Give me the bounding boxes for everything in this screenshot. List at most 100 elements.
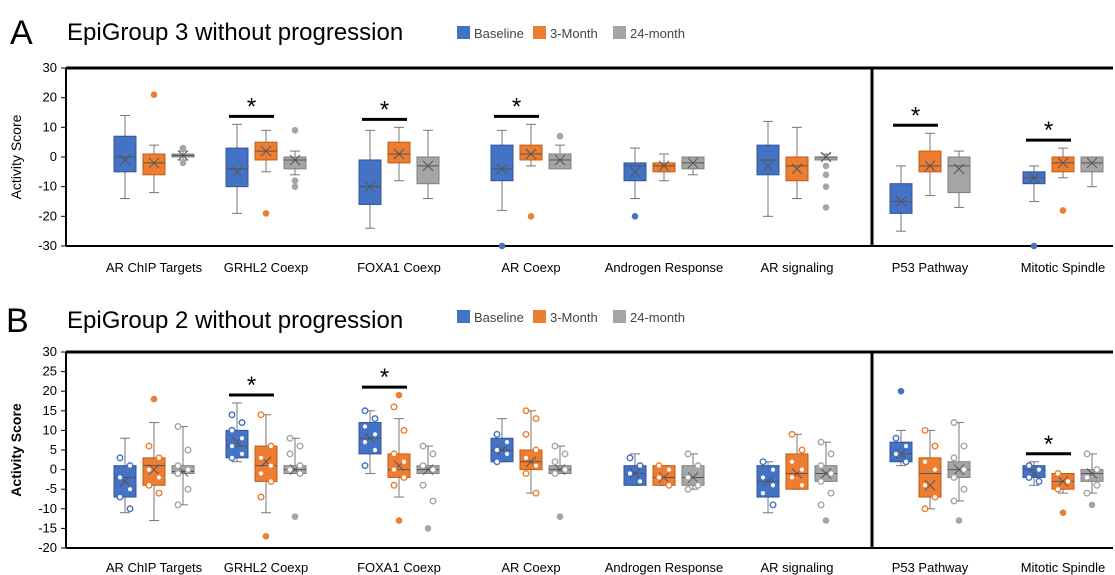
panel-b-baseline-p53-pathway-mean-marker bbox=[895, 448, 907, 460]
panel-a-24-month-p53-pathway-mean-marker bbox=[953, 163, 965, 175]
panel-a-baseline-foxa1-coexp-box bbox=[358, 159, 382, 205]
panel-a-ytick-label: -20 bbox=[38, 208, 57, 223]
panel-a-baseline-ar-chip-targets-mean-marker bbox=[119, 154, 131, 166]
panel-a-ytick-label: 20 bbox=[43, 90, 57, 105]
legend-b-baseline-label: Baseline bbox=[474, 310, 524, 325]
panel-a-24-month-p53-pathway-box bbox=[947, 156, 971, 194]
panel-a-24-month-grhl2-coexp-box bbox=[283, 156, 307, 170]
panel-b-24-month-mitotic-spindle-point bbox=[1083, 489, 1091, 497]
panel-b-24-month-ar-coexp-point bbox=[561, 450, 569, 458]
panel-a-baseline-ar-chip-targets-box bbox=[113, 135, 137, 173]
panel-b-24-month-ar-signaling-point bbox=[817, 462, 825, 470]
panel-b-24-month-ar-coexp-point bbox=[551, 458, 559, 466]
panel-b-ytick-label: 15 bbox=[43, 403, 57, 418]
panel-b-ytick-label: 30 bbox=[43, 344, 57, 359]
panel-b-baseline-grhl2-coexp-point bbox=[228, 454, 236, 462]
panel-b-3-month-androgen-response-point bbox=[665, 466, 673, 474]
panel-b-baseline-mitotic-spindle-point bbox=[1025, 462, 1033, 470]
panel-a-category-label-grhl2-coexp: GRHL2 Coexp bbox=[224, 260, 309, 275]
panel-b-24-month-p53-pathway-point bbox=[960, 485, 968, 493]
panel-b-24-month-ar-signaling-point bbox=[817, 501, 825, 509]
panel-a-3-month-p53-pathway-mean-marker bbox=[924, 160, 936, 172]
panel-b-3-month-foxa1-coexp-point bbox=[390, 481, 398, 489]
panel-b-24-month-p53-pathway-point bbox=[950, 454, 958, 462]
panel-a-24-month-androgen-response-mean-marker bbox=[687, 157, 699, 169]
panel-a-24-month-grhl2-coexp-outlier bbox=[291, 127, 299, 134]
panel-b-24-month-mitotic-spindle-point bbox=[1083, 473, 1091, 481]
panel-b-category-label-foxa1-coexp: FOXA1 Coexp bbox=[357, 560, 441, 575]
panel-b-24-month-mitotic-spindle-outlier bbox=[1088, 501, 1096, 509]
panel-b-24-month-p53-pathway-point bbox=[960, 466, 968, 474]
panel-b-baseline-p53-pathway-point bbox=[892, 434, 900, 442]
panel-b-baseline-foxa1-coexp-point bbox=[361, 407, 369, 415]
panel-b-baseline-mitotic-spindle-point bbox=[1035, 477, 1043, 485]
panel-b-24-month-ar-chip-targets-point bbox=[184, 466, 192, 474]
panel-b-3-month-foxa1-coexp-point bbox=[400, 426, 408, 434]
panel-b-3-month-ar-coexp-point bbox=[532, 489, 540, 497]
panel-a-baseline-androgen-response-mean-marker bbox=[629, 166, 641, 178]
panel-a-3-month-ar-chip-targets-box bbox=[142, 153, 166, 176]
panel-b-3-month-grhl2-coexp-point bbox=[257, 493, 265, 501]
panel-b-baseline-ar-signaling-point bbox=[769, 481, 777, 489]
panel-b-3-month-grhl2-coexp-point bbox=[257, 411, 265, 419]
panel-b-24-month-foxa1-coexp-mean-marker bbox=[422, 464, 434, 475]
panel-b-category-label-ar-signaling: AR signaling bbox=[761, 560, 834, 575]
panel-b-baseline-foxa1-coexp-point bbox=[371, 446, 379, 454]
panel-a-24-month-ar-signaling-outlier bbox=[822, 183, 830, 190]
panel-a-ytick-label: 30 bbox=[43, 60, 57, 75]
panel-b-3-month-ar-signaling-point bbox=[798, 481, 806, 489]
panel-b-3-month-ar-coexp-point bbox=[532, 462, 540, 470]
panel-a-24-month-ar-signaling-outlier bbox=[822, 171, 830, 179]
panel-b-3-month-grhl2-coexp-mean-marker bbox=[260, 456, 272, 468]
panel-b-significance-star-mitotic-spindle: * bbox=[1044, 431, 1053, 458]
panel-a-24-month-grhl2-coexp-outlier bbox=[291, 183, 299, 190]
panel-b-3-month-foxa1-coexp-point bbox=[390, 450, 398, 458]
panel-b-24-month-ar-signaling-point bbox=[827, 489, 835, 497]
panel-b-plot: 30 25 20 15 10 5 0 -5 -10 -15 -20 AR ChIP Targets GR… bbox=[38, 344, 1113, 575]
panel-b-24-month-p53-pathway-point bbox=[950, 473, 958, 481]
panel-a-3-month-foxa1-coexp-box bbox=[387, 141, 411, 164]
panel-b-title: EpiGroup 2 without progression bbox=[67, 307, 403, 334]
panel-b-24-month-p53-pathway-point bbox=[960, 442, 968, 450]
panel-a-3-month-androgen-response-box bbox=[652, 162, 676, 173]
panel-b-3-month-foxa1-coexp-point bbox=[390, 403, 398, 411]
panel-a-24-month-grhl2-coexp-mean-marker bbox=[289, 154, 301, 166]
panel-a-24-month-ar-chip-targets-outlier bbox=[179, 144, 187, 152]
panel-b-baseline-mitotic-spindle-point bbox=[1035, 466, 1043, 474]
panel-b-baseline-androgen-response-point bbox=[636, 477, 644, 485]
panel-b-baseline-ar-signaling-point bbox=[759, 473, 767, 481]
panel-b-3-month-grhl2-coexp-outlier bbox=[262, 532, 270, 540]
panel-b-category-label-grhl2-coexp: GRHL2 Coexp bbox=[224, 560, 309, 575]
panel-a-24-month-ar-chip-targets-mean-marker bbox=[177, 150, 189, 161]
panel-b-baseline-ar-signaling-point bbox=[769, 501, 777, 509]
panel-b-24-month-p53-pathway-outlier bbox=[955, 517, 963, 524]
panel-a-baseline-ar-signaling-mean-marker bbox=[762, 160, 774, 172]
panel-a-y-axis-label: Activity Score bbox=[8, 114, 24, 199]
panel-b-3-month-ar-coexp-mean-marker bbox=[525, 456, 537, 468]
legend-a-baseline-swatch bbox=[457, 26, 470, 39]
panel-b-baseline-grhl2-coexp-point bbox=[228, 426, 236, 434]
panel-a-3-month-ar-coexp-box bbox=[519, 144, 543, 161]
panel-b-ytick-label: -15 bbox=[38, 520, 57, 535]
panel-b-24-month-ar-signaling-point bbox=[817, 438, 825, 446]
panel-b-significance-star-grhl2-coexp: * bbox=[247, 372, 256, 399]
panel-b-3-month-foxa1-coexp-outlier bbox=[395, 517, 403, 524]
panel-a-baseline-ar-coexp-box bbox=[490, 144, 514, 182]
panel-b-24-month-p53-pathway-point bbox=[950, 419, 958, 427]
panel-a-baseline-mitotic-spindle-mean-marker bbox=[1028, 172, 1040, 184]
panel-a-3-month-ar-signaling-mean-marker bbox=[791, 163, 803, 175]
panel-b-3-month-ar-signaling-point bbox=[798, 446, 806, 454]
panel-a-category-label-p53-pathway: P53 Pathway bbox=[892, 260, 969, 275]
panel-b-baseline-grhl2-coexp-point bbox=[238, 419, 246, 427]
panel-b-3-month-mitotic-spindle-mean-marker bbox=[1057, 476, 1069, 487]
panel-b-3-month-mitotic-spindle-point bbox=[1064, 477, 1072, 485]
panel-b-24-month-ar-coexp-outlier bbox=[556, 513, 564, 520]
panel-b-3-month-androgen-response-point bbox=[655, 473, 663, 481]
panel-b-baseline-grhl2-coexp-point bbox=[238, 434, 246, 442]
panel-b-baseline-foxa1-coexp-point bbox=[361, 422, 369, 430]
panel-a-plot: 30 20 10 0 -10 -20 -30 AR ChIP Targets GRHL2 Coe… bbox=[38, 60, 1113, 275]
panel-b-category-label-ar-chip-targets: AR ChIP Targets bbox=[106, 560, 203, 575]
panel-b-24-month-ar-chip-targets-point bbox=[184, 485, 192, 493]
panel-b-legend: Baseline 3-Month 24-month bbox=[457, 310, 685, 325]
panel-a-24-month-foxa1-coexp-mean-marker bbox=[422, 160, 434, 172]
